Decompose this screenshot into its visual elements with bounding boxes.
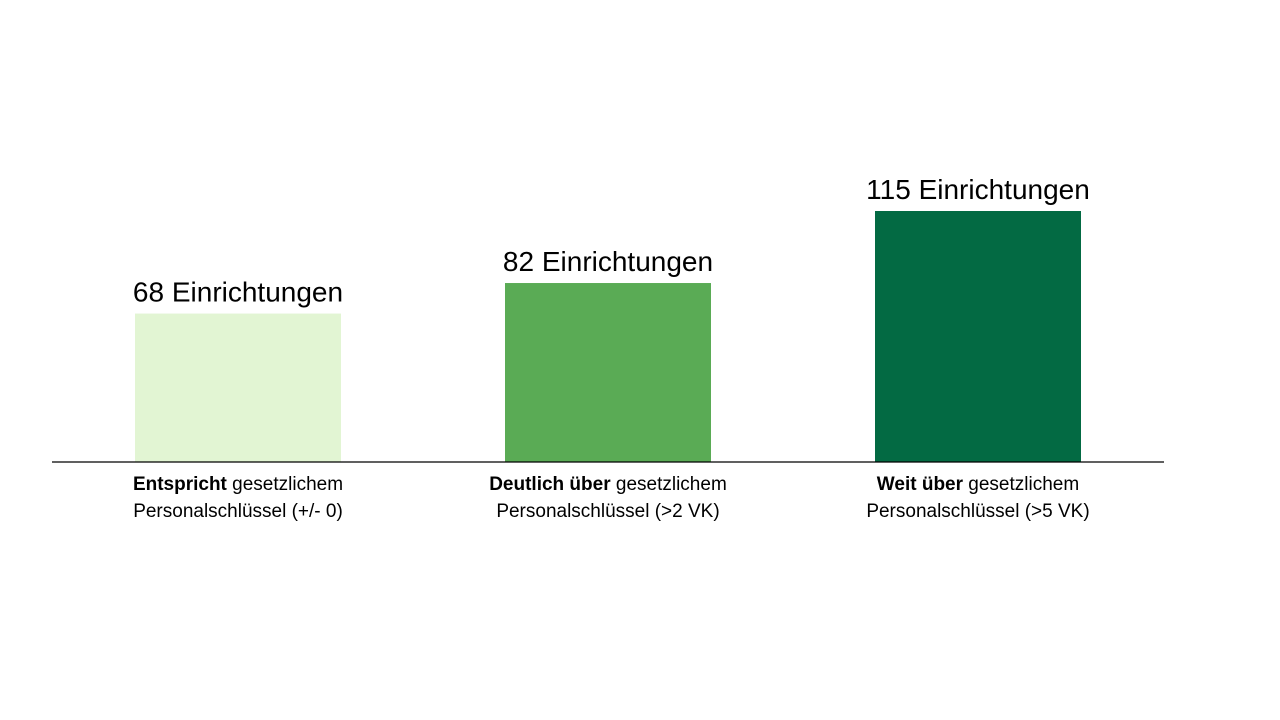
bars-group [135,211,1081,462]
category-label-2-line1: Deutlich über gesetzlichem [489,474,727,495]
category-label-3-line2: Personalschlüssel (>5 VK) [866,501,1089,522]
category-label-3-bold: Weit über [877,474,964,495]
data-label-3: 115 Einrichtungen [866,174,1090,205]
category-label-3-line1: Weit über gesetzlichem [877,474,1079,495]
bar-2 [505,283,711,462]
data-label-2: 82 Einrichtungen [503,246,713,277]
category-label-1-bold: Entspricht [133,474,228,495]
category-label-2-line2: Personalschlüssel (>2 VK) [496,501,719,522]
category-labels-group: Entspricht gesetzlichem Personalschlüssel… [133,474,1090,522]
category-label-1-rest: gesetzlichem [227,474,343,495]
category-label-3-rest: gesetzlichem [963,474,1079,495]
category-label-2-rest: gesetzlichem [611,474,727,495]
category-label-1-line1: Entspricht gesetzlichem [133,474,343,495]
data-labels-group: 68 Einrichtungen 82 Einrichtungen 115 Einr… [133,174,1090,308]
category-label-1-line2: Personalschlüssel (+/- 0) [133,501,343,522]
data-label-1: 68 Einrichtungen [133,277,343,308]
bar-1 [135,313,341,462]
bar-3 [875,211,1081,462]
category-label-2-bold: Deutlich über [489,474,611,495]
